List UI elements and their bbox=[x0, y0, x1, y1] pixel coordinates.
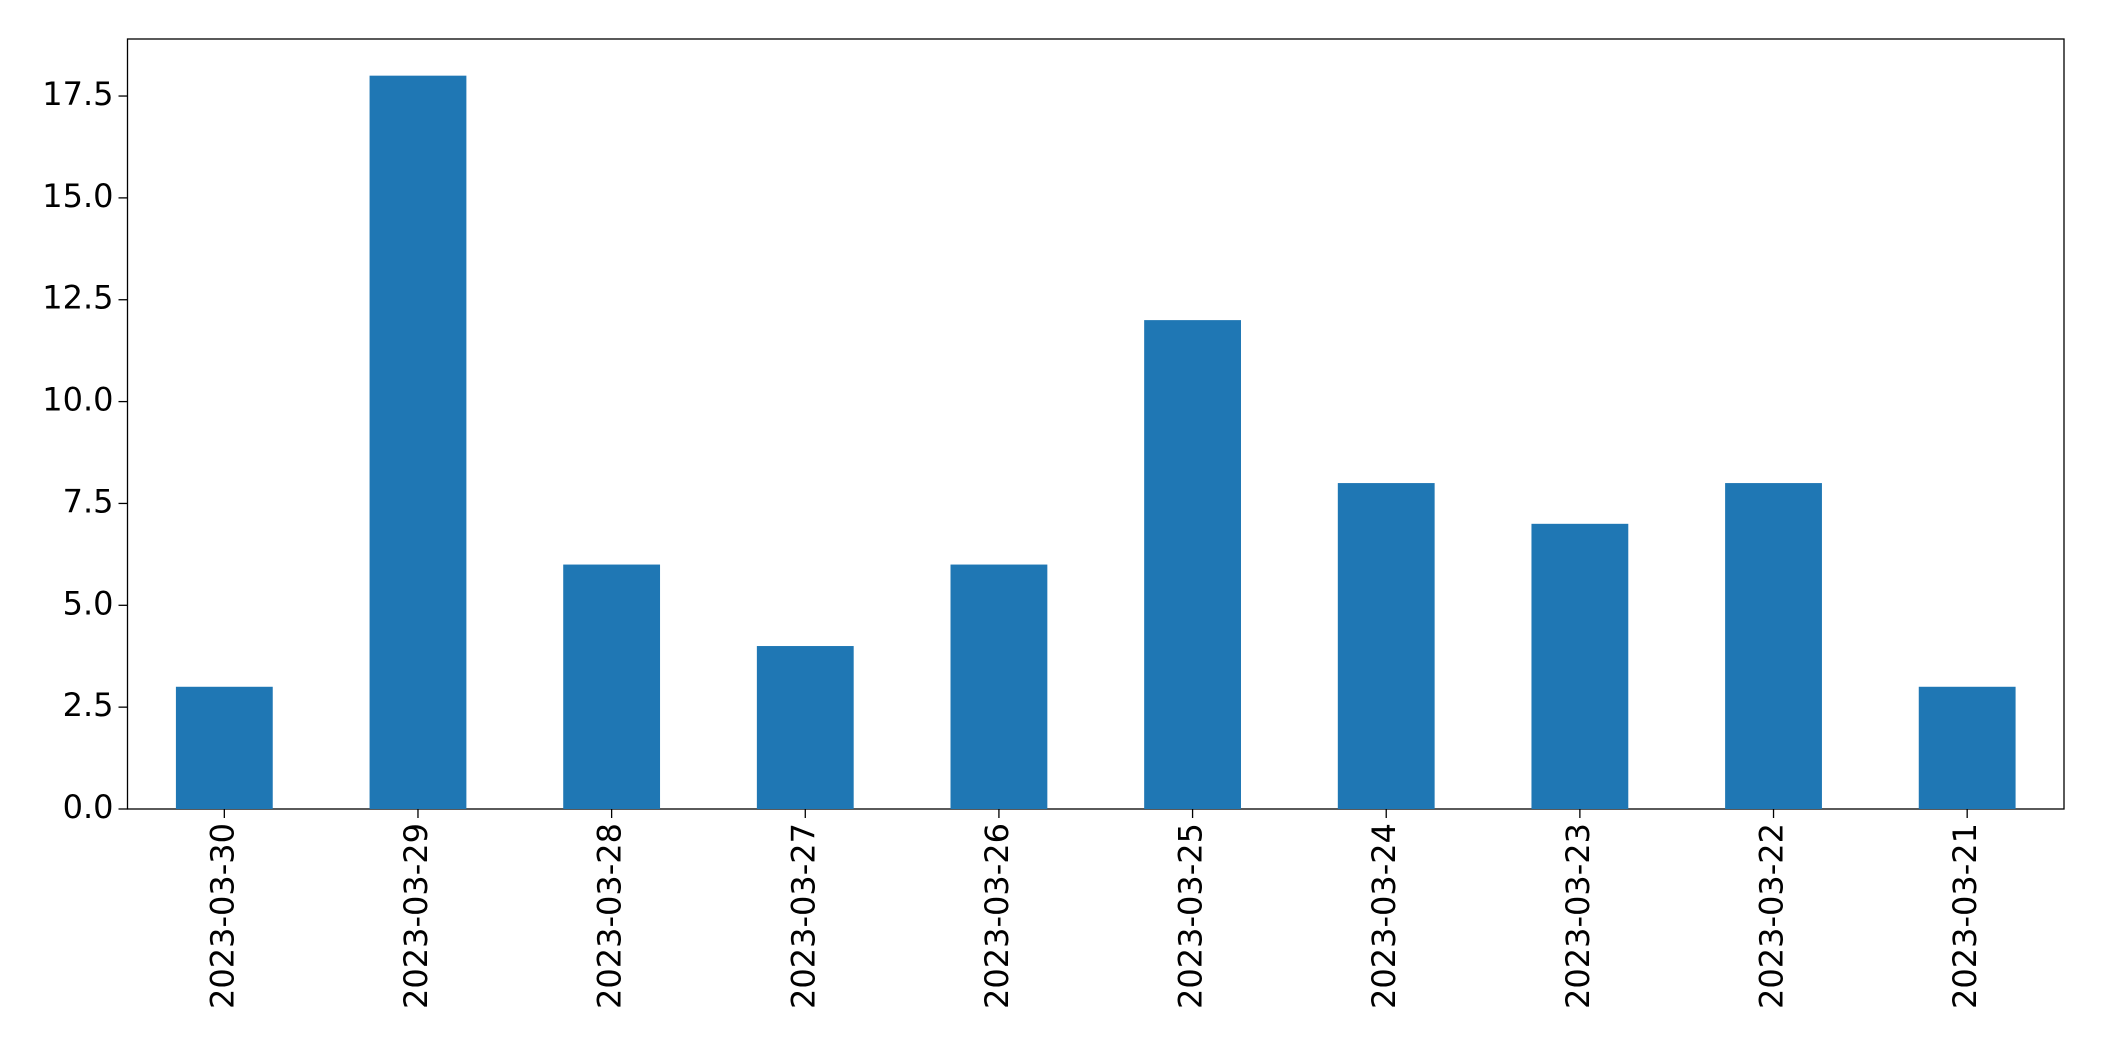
x-tick-label: 2023-03-27 bbox=[784, 823, 822, 1009]
bar bbox=[950, 564, 1048, 809]
x-tick-label: 2023-03-30 bbox=[203, 823, 241, 1009]
y-tick-label: 5.0 bbox=[63, 584, 114, 622]
bar bbox=[1144, 320, 1241, 809]
bar bbox=[563, 564, 661, 809]
x-tick-label: 2023-03-29 bbox=[397, 823, 435, 1009]
bar bbox=[1725, 483, 1822, 809]
bar bbox=[369, 75, 467, 809]
y-tick-label: 2.5 bbox=[63, 686, 114, 724]
x-tick-label: 2023-03-24 bbox=[1365, 823, 1403, 1009]
y-tick-label: 15.0 bbox=[42, 177, 113, 215]
x-tick-label: 2023-03-26 bbox=[978, 823, 1016, 1009]
x-tick-label: 2023-03-25 bbox=[1172, 823, 1210, 1009]
x-tick-label: 2023-03-28 bbox=[591, 823, 629, 1009]
x-tick-label: 2023-03-23 bbox=[1559, 823, 1597, 1009]
x-tick-label: 2023-03-22 bbox=[1753, 823, 1791, 1009]
x-tick-label: 2023-03-21 bbox=[1946, 823, 1984, 1009]
bar bbox=[1918, 686, 2016, 809]
bar bbox=[1531, 523, 1629, 809]
y-tick-label: 0.0 bbox=[63, 788, 114, 826]
y-tick-label: 10.0 bbox=[42, 381, 113, 419]
axes-frame bbox=[126, 38, 2065, 810]
y-tick-label: 7.5 bbox=[63, 482, 114, 520]
bar bbox=[1337, 483, 1435, 809]
bar bbox=[756, 646, 854, 809]
y-tick-label: 12.5 bbox=[42, 279, 113, 317]
y-tick-label: 17.5 bbox=[42, 75, 113, 113]
bar bbox=[175, 686, 273, 809]
